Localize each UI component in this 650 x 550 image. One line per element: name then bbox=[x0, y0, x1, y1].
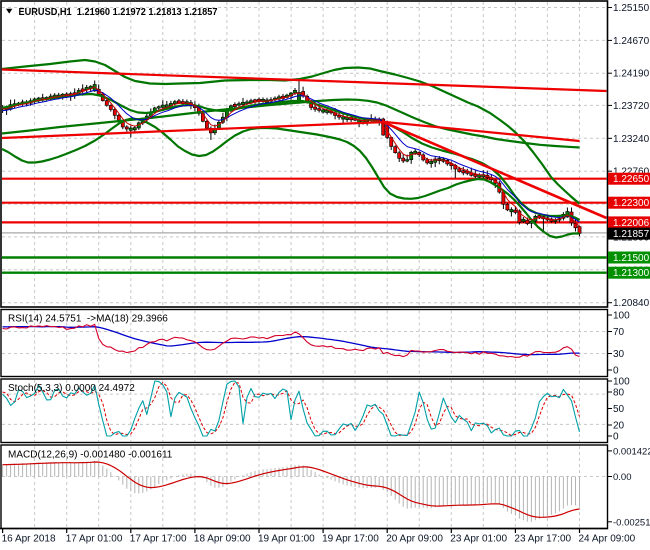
svg-text:1.23720: 1.23720 bbox=[613, 101, 650, 112]
svg-text:-0.002516: -0.002516 bbox=[613, 517, 650, 528]
svg-text:0.00: 0.00 bbox=[613, 472, 632, 483]
svg-text:100: 100 bbox=[613, 311, 630, 322]
svg-text:0: 0 bbox=[613, 432, 619, 443]
svg-text:18 Apr 09:00: 18 Apr 09:00 bbox=[194, 534, 251, 545]
svg-text:23 Apr 01:00: 23 Apr 01:00 bbox=[450, 534, 507, 545]
svg-text:1.22006: 1.22006 bbox=[613, 218, 650, 229]
svg-text:23 Apr 17:00: 23 Apr 17:00 bbox=[514, 534, 571, 545]
svg-text:1.22760: 1.22760 bbox=[613, 167, 650, 178]
svg-text:19 Apr 17:00: 19 Apr 17:00 bbox=[322, 534, 379, 545]
svg-text:20: 20 bbox=[613, 421, 625, 432]
svg-text:RSI(14) 24.5751 ->MA(18) 29.3: RSI(14) 24.5751 ->MA(18) 29.3966 bbox=[8, 314, 168, 325]
svg-text:24 Apr 09:00: 24 Apr 09:00 bbox=[579, 534, 636, 545]
svg-text:80: 80 bbox=[613, 388, 625, 399]
svg-text:19 Apr 01:00: 19 Apr 01:00 bbox=[258, 534, 315, 545]
svg-text:0: 0 bbox=[613, 366, 619, 377]
svg-text:1.22300: 1.22300 bbox=[613, 198, 650, 209]
svg-text:MACD(12,26,9) -0.001480 -0.001: MACD(12,26,9) -0.001480 -0.001611 bbox=[8, 450, 173, 461]
svg-text:1.21500: 1.21500 bbox=[613, 253, 650, 264]
svg-text:1.21300: 1.21300 bbox=[613, 268, 650, 279]
svg-text:30: 30 bbox=[613, 349, 625, 360]
svg-text:50: 50 bbox=[613, 404, 625, 415]
svg-text:17 Apr 01:00: 17 Apr 01:00 bbox=[66, 534, 123, 545]
svg-text:EURUSD,H1 1.21960 1.21972 1.2: EURUSD,H1 1.21960 1.21972 1.21813 1.2185… bbox=[19, 7, 219, 18]
svg-text:1.21857: 1.21857 bbox=[613, 229, 650, 240]
svg-text:1.24670: 1.24670 bbox=[613, 36, 650, 47]
svg-text:70: 70 bbox=[613, 327, 625, 338]
svg-text:1.20840: 1.20840 bbox=[613, 298, 650, 309]
svg-text:16 Apr 2018: 16 Apr 2018 bbox=[2, 534, 56, 545]
svg-text:1.24190: 1.24190 bbox=[613, 69, 650, 80]
svg-text:1.22650: 1.22650 bbox=[613, 174, 650, 185]
svg-text:1.23240: 1.23240 bbox=[613, 134, 650, 145]
svg-text:20 Apr 09:00: 20 Apr 09:00 bbox=[386, 534, 443, 545]
svg-text:Stoch(5,3,3) 0.0000 24.4972: Stoch(5,3,3) 0.0000 24.4972 bbox=[8, 383, 135, 394]
svg-text:100: 100 bbox=[613, 377, 630, 388]
svg-text:0.001422: 0.001422 bbox=[613, 446, 650, 457]
svg-text:17 Apr 17:00: 17 Apr 17:00 bbox=[130, 534, 187, 545]
svg-text:1.25150: 1.25150 bbox=[613, 3, 650, 14]
